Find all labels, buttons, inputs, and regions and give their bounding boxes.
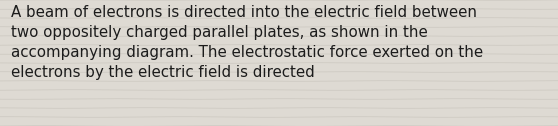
Text: A beam of electrons is directed into the electric field between
two oppositely c: A beam of electrons is directed into the…	[11, 5, 483, 80]
